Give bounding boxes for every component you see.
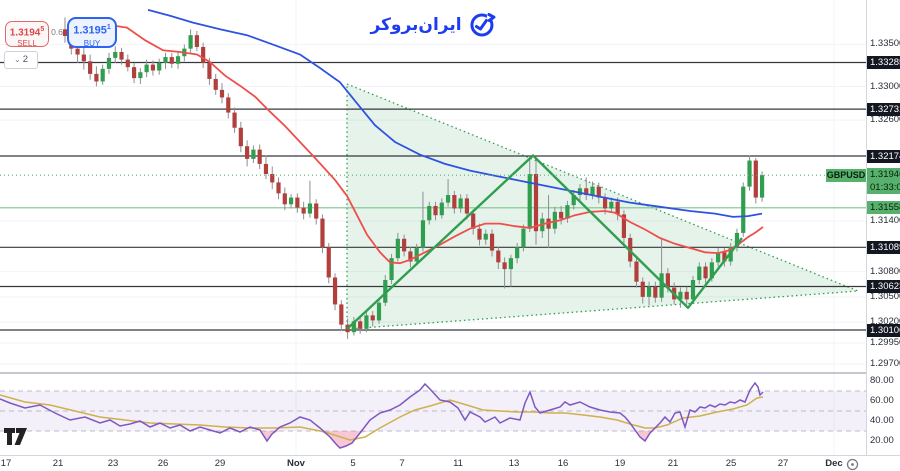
price-tick-label: 1.33000 [870,80,900,92]
time-axis-label: Dec [825,458,843,469]
price-chart-svg[interactable] [0,0,866,455]
spread-value: 0.6 [51,27,63,37]
buy-label: BUY [83,38,101,48]
current-price-value: 1.31946 [870,169,900,181]
broker-logo-icon [470,13,496,37]
timezone-clock-icon[interactable] [846,458,859,471]
price-tick-label: 1.30800 [870,265,900,277]
rsi-tick-label: 40.00 [870,415,894,426]
time-axis-label: 11 [453,458,463,469]
time-axis-label: 13 [508,458,520,469]
chevron-down-icon: ⌄ [14,55,21,64]
time-axis-label: 7 [399,458,405,469]
time-axis-label: 16 [557,458,569,469]
rsi-tick-label: 80.00 [870,375,894,386]
level-price-badge: 1.30106 [867,323,900,337]
rsi-tick-label: 60.00 [870,395,894,406]
level-price-badge: 1.33285 [867,56,900,70]
sell-button[interactable]: 1.31945 SELL [5,21,49,49]
time-axis-label: 19 [614,458,626,469]
level-price-badge: 1.32174 [867,149,900,163]
price-axis[interactable]: 1.33500 1.33000 1.32600 1.31400 1.30800 1.305… [866,0,900,455]
chart-canvas[interactable]: 1.31945 SELL 0.6 1.31951 BUY ⌄ 2 ایران‌بر… [0,0,866,455]
objects-tree-tab[interactable]: ⌄ 2 [4,51,38,69]
alert-price-badge: 1.31558 [867,201,900,215]
time-axis-label: 5 [350,458,356,469]
bar-countdown: 01:33:05 [870,182,900,194]
price-tick-label: 1.30200 [870,316,900,328]
time-axis-label: 23 [107,458,119,469]
objects-count: 2 [22,54,28,65]
broker-logo-text: ایران‌بروکر [370,14,462,35]
time-axis-label: 21 [667,458,679,469]
price-tick-label: 1.30500 [870,290,900,302]
price-tick-label: 1.29700 [870,358,900,370]
tradingview-watermark-icon [4,428,27,445]
time-axis[interactable]: 17 21 23 26 29 Nov 5 7 11 13 16 19 21 25 27 Dec [0,455,900,471]
price-tick-label: 1.29950 [870,337,900,349]
price-tick-label: 1.32600 [870,114,900,126]
rsi-tick-label: 20.00 [870,435,894,446]
level-price-badge: 1.31089 [867,240,900,254]
broker-logo: ایران‌بروکر [370,11,496,38]
current-price-badge: 1.3194601:33:05 [867,168,900,195]
time-axis-label: 17 [0,458,12,469]
price-tick-label: 1.31400 [870,215,900,227]
buy-button[interactable]: 1.31951 BUY [67,17,117,48]
symbol-price-tag: GBPUSD [826,169,866,182]
time-axis-label: 25 [725,458,737,469]
sell-label: SELL [17,39,37,49]
buy-price: 1.31951 [73,24,111,37]
sell-price: 1.31945 [9,26,45,39]
time-axis-label: 26 [157,458,169,469]
time-axis-label: 27 [777,458,789,469]
time-axis-label: Nov [287,458,305,469]
level-price-badge: 1.30623 [867,280,900,293]
time-axis-label: 21 [52,458,64,469]
time-axis-label: 29 [214,458,226,469]
price-tick-label: 1.33500 [870,38,900,50]
